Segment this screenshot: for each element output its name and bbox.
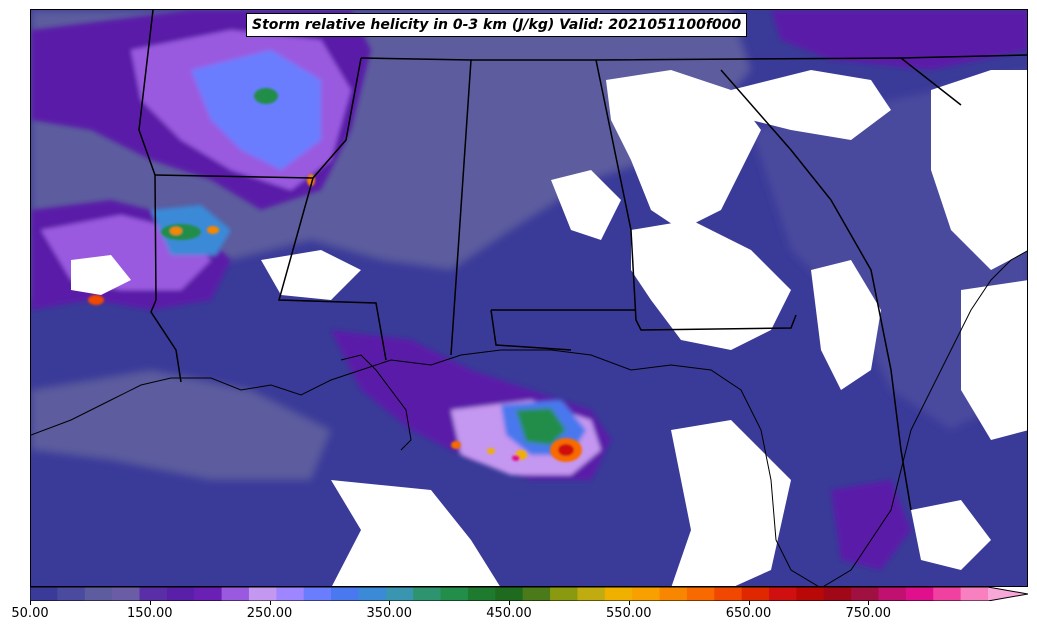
colorbar-segment <box>331 587 359 601</box>
colorbar-tick-label: 50.00 <box>11 606 49 621</box>
colorbar <box>30 587 1028 601</box>
colorbar-tick-label: 650.00 <box>725 606 772 621</box>
colorbar-segment <box>276 587 305 601</box>
colorbar-segment <box>57 587 86 601</box>
colorbar-segment <box>933 587 962 601</box>
colorbar-segment <box>905 587 934 601</box>
colorbar-segment <box>550 587 578 601</box>
colorbar-tick-label: 350.00 <box>366 606 413 621</box>
colorbar-tick-mark <box>389 601 391 605</box>
colorbar-segment <box>413 587 442 601</box>
colorbar-tick-mark <box>509 601 510 605</box>
colorbar-segment <box>248 587 277 601</box>
colorbar-segment <box>112 587 140 601</box>
coastlines <box>31 250 1027 586</box>
colorbar-segment <box>604 587 633 601</box>
colorbar-tick-mark <box>269 601 271 605</box>
colorbar-segment <box>686 587 715 601</box>
colorbar-segment <box>851 587 880 601</box>
colorbar-segment <box>30 587 58 601</box>
map-title: Storm relative helicity in 0-3 km (J/kg)… <box>246 13 748 37</box>
colorbar-segment <box>358 587 387 601</box>
colorbar-segment <box>495 587 524 601</box>
helicity-map <box>31 10 1027 586</box>
colorbar-tick-mark <box>748 601 750 605</box>
colorbar-outline <box>30 587 1028 601</box>
colorbar-segment <box>84 587 113 601</box>
colorbar-segment <box>769 587 797 601</box>
colorbar-tick-mark <box>149 601 151 605</box>
colorbar-segment <box>741 587 770 601</box>
state-borders <box>138 10 1027 511</box>
colorbar-segment <box>440 587 469 601</box>
colorbar-segment <box>194 587 223 601</box>
low-helicity-areas <box>71 70 1027 586</box>
colorbar-segment <box>221 587 250 601</box>
colorbar-segment <box>659 587 688 601</box>
colorbar-tick-label: 750.00 <box>845 606 892 621</box>
colorbar-tick-mark <box>868 601 870 605</box>
colorbar-segment <box>632 587 661 601</box>
map-panel <box>30 9 1028 587</box>
colorbar-tick-label: 550.00 <box>606 606 652 621</box>
colorbar-segment <box>303 587 332 601</box>
colorbar-segment <box>467 587 496 601</box>
colorbar-segment <box>522 587 551 601</box>
colorbar-segment <box>796 587 825 601</box>
colorbar-tick-label: 150.00 <box>127 606 173 621</box>
colorbar-segment <box>823 587 852 601</box>
colorbar-segment <box>385 587 414 601</box>
colorbar-tick-label: 250.00 <box>246 606 293 621</box>
colorbar-segment <box>714 587 743 601</box>
colorbar-segment <box>960 587 989 601</box>
colorbar-segment <box>166 587 195 601</box>
colorbar-segment <box>577 587 606 601</box>
colorbar-tick-mark <box>30 601 31 605</box>
colorbar-segment <box>878 587 907 601</box>
colorbar-tick-mark <box>628 601 630 605</box>
colorbar-tick-label: 450.00 <box>486 606 532 621</box>
colorbar-segment <box>139 587 168 601</box>
colorbar-extend-arrow <box>988 587 1028 601</box>
